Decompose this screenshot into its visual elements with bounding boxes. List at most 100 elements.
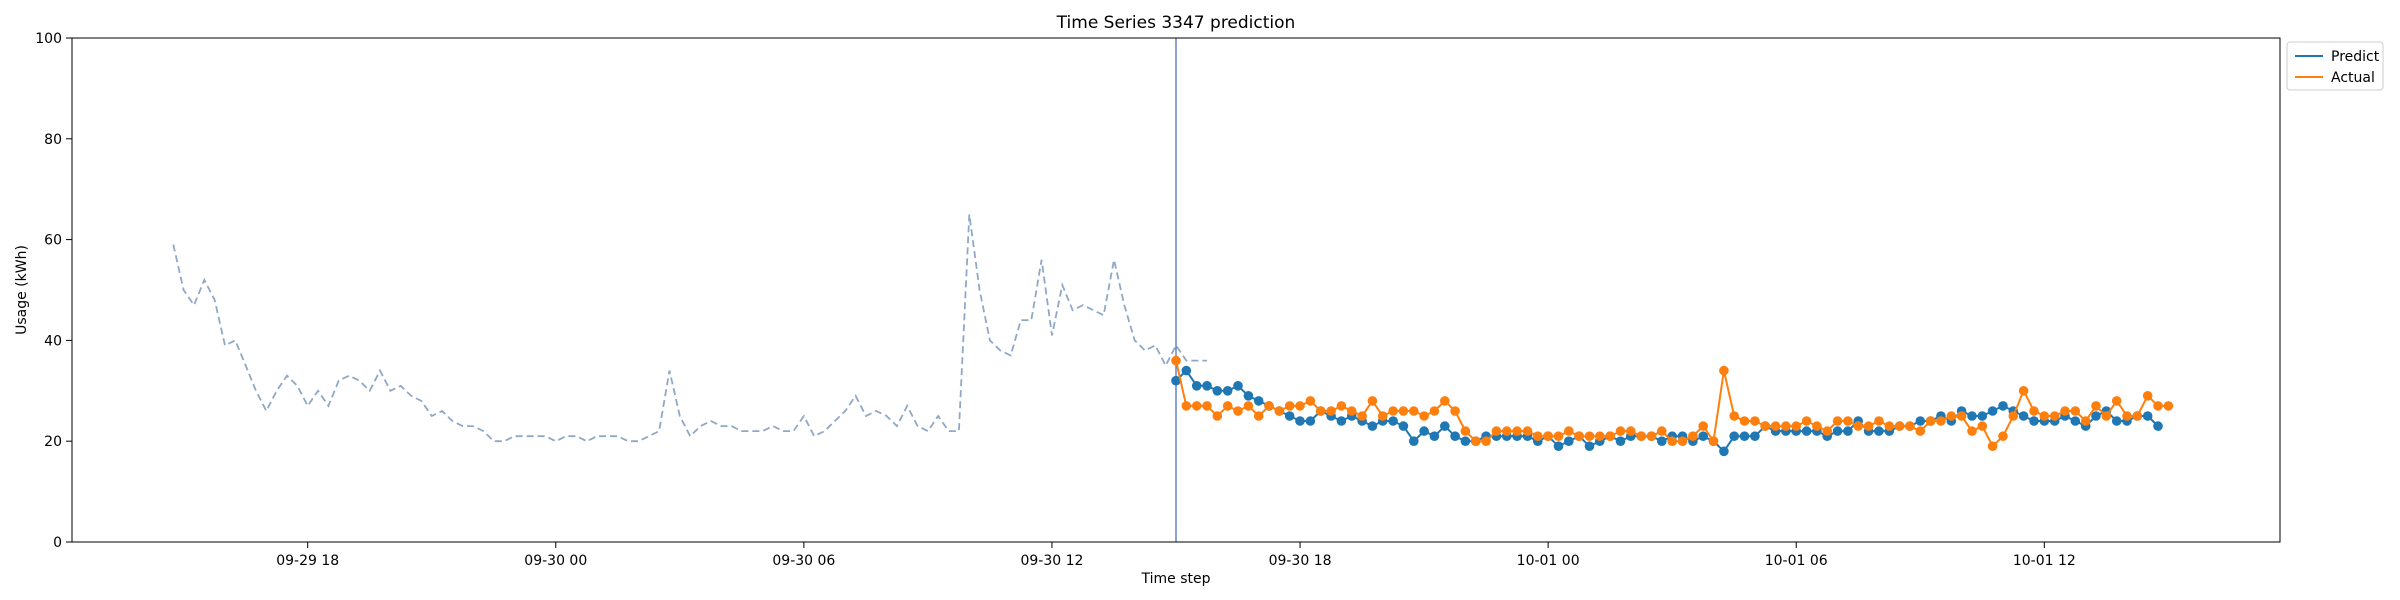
- predict-point: [2153, 421, 2163, 431]
- actual-point: [1264, 401, 1274, 411]
- y-tick-label: 100: [35, 31, 62, 47]
- actual-point: [1253, 411, 1264, 421]
- predict-point: [1284, 411, 1295, 421]
- y-tick-label: 60: [44, 233, 62, 249]
- chart-title: Time Series 3347 prediction: [1056, 13, 1296, 33]
- x-tick-label: 10-01 12: [2013, 553, 2076, 569]
- x-tick-label: 09-29 18: [276, 553, 339, 569]
- x-tick-label: 09-30 12: [1020, 553, 1083, 569]
- actual-point: [1367, 396, 1378, 406]
- actual-point: [1801, 416, 1812, 426]
- actual-point: [1574, 431, 1584, 442]
- predict-point: [1987, 406, 1998, 416]
- actual-point: [1967, 426, 1977, 436]
- y-axis: 0 20 40 60 80 100: [35, 31, 72, 551]
- actual-point: [1440, 396, 1450, 406]
- actual-point: [2049, 411, 2060, 421]
- actual-point: [1667, 436, 1677, 447]
- actual-point: [2153, 401, 2163, 411]
- predict-point: [1398, 421, 1409, 431]
- actual-point: [2018, 386, 2029, 396]
- predict-point: [1915, 416, 1926, 426]
- x-tick-label: 10-01 06: [1765, 553, 1828, 569]
- actual-point: [1688, 431, 1698, 442]
- actual-point: [1946, 411, 1957, 421]
- actual-point: [1822, 426, 1832, 436]
- predict-point: [1212, 386, 1223, 396]
- actual-point: [1863, 421, 1874, 431]
- actual-point: [1636, 431, 1646, 442]
- actual-point: [1595, 431, 1605, 442]
- predict-point: [2029, 416, 2039, 426]
- actual-point: [1171, 355, 1181, 366]
- actual-point: [1987, 441, 1998, 452]
- predict-point: [1977, 411, 1988, 421]
- y-tick-label: 40: [44, 333, 62, 349]
- actual-point: [1336, 401, 1347, 411]
- actual-point: [1522, 426, 1533, 436]
- actual-point: [1781, 421, 1791, 431]
- predict-point: [1367, 421, 1378, 431]
- predict-point: [1460, 436, 1471, 447]
- actual-point: [2132, 411, 2143, 421]
- actual-point: [1936, 416, 1946, 426]
- predict-point: [1440, 421, 1450, 431]
- actual-point: [1202, 401, 1212, 411]
- actual-point: [1739, 416, 1750, 426]
- actual-point: [1729, 411, 1739, 421]
- actual-point: [1977, 421, 1988, 431]
- actual-point: [1874, 416, 1884, 426]
- actual-point: [1905, 421, 1915, 431]
- predict-point: [1564, 436, 1574, 447]
- plot-area: [172, 38, 2174, 542]
- actual-point: [1677, 436, 1688, 447]
- predict-point: [1429, 431, 1440, 442]
- actual-point: [2091, 401, 2101, 411]
- predict-point: [1729, 431, 1739, 442]
- actual-point: [1853, 421, 1863, 431]
- actual-point: [1646, 431, 1657, 442]
- actual-point: [1398, 406, 1409, 416]
- actual-point: [1832, 416, 1843, 426]
- actual-point: [1750, 416, 1760, 426]
- actual-point: [1812, 421, 1822, 431]
- plot-frame: [71, 37, 2281, 543]
- actual-point: [1191, 401, 1202, 411]
- predict-point: [1222, 386, 1233, 396]
- actual-point: [1956, 411, 1967, 421]
- actual-point: [2111, 396, 2122, 406]
- predict-point: [1233, 381, 1243, 391]
- actual-point: [1626, 426, 1636, 436]
- actual-point: [1491, 426, 1502, 436]
- predict-point: [1584, 441, 1595, 452]
- predict-point: [1243, 391, 1254, 401]
- predict-point: [1305, 416, 1316, 426]
- legend-label-predict: Predict: [2331, 49, 2380, 65]
- predict-point: [1801, 426, 1812, 436]
- actual-point: [1233, 406, 1243, 416]
- actual-point: [1553, 431, 1564, 442]
- predict-point: [1419, 426, 1429, 436]
- x-axis: 09-29 18 09-30 00 09-30 06 09-30 12 09-30 18…: [276, 542, 2076, 569]
- actual-point: [2039, 411, 2050, 421]
- predict-point: [1409, 436, 1419, 447]
- predict-point: [1181, 365, 1192, 376]
- predict-point: [1998, 401, 2008, 411]
- y-axis-label: Usage (kWh): [14, 245, 30, 335]
- actual-point: [1284, 401, 1295, 411]
- actual-point: [1377, 411, 1388, 421]
- predict-point: [1719, 446, 1729, 457]
- actual-point: [1419, 411, 1429, 421]
- x-axis-label: Time step: [1141, 571, 1211, 587]
- actual-point: [1460, 426, 1471, 436]
- actual-point: [1243, 401, 1254, 411]
- actual-point: [1512, 426, 1522, 436]
- predict-point: [2070, 416, 2081, 426]
- predict-point: [1553, 441, 1564, 452]
- actual-point: [1843, 416, 1853, 426]
- actual-point: [1295, 401, 1305, 411]
- predict-point: [1750, 431, 1760, 442]
- actual-point: [1533, 431, 1543, 442]
- actual-point: [1222, 401, 1233, 411]
- x-tick-label: 09-30 00: [524, 553, 587, 569]
